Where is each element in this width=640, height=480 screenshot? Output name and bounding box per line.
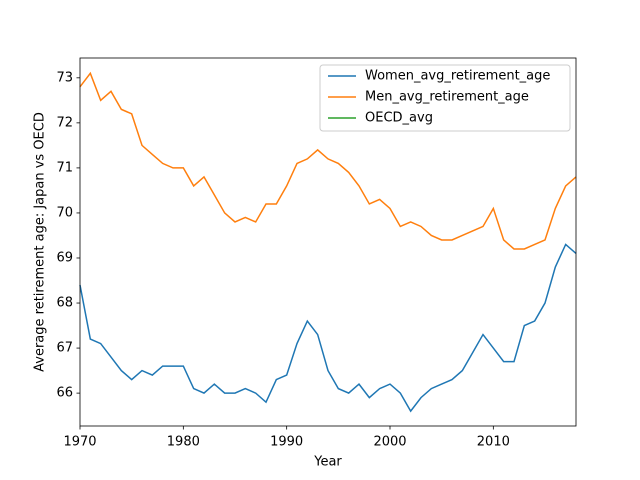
y-tick-label: 70 xyxy=(56,205,73,220)
x-tick-label: 1990 xyxy=(270,435,303,450)
y-tick-label: 73 xyxy=(56,70,73,85)
x-tick-label: 2010 xyxy=(477,435,510,450)
x-tick-label: 1970 xyxy=(63,435,96,450)
x-tick-label: 1980 xyxy=(167,435,200,450)
x-tick-label: 2000 xyxy=(373,435,406,450)
legend-label: OECD_avg xyxy=(365,111,433,126)
x-axis-label: Year xyxy=(313,455,342,470)
axes-frame xyxy=(79,57,577,427)
legend-box xyxy=(319,64,571,132)
series-line xyxy=(79,243,577,413)
y-tick-label: 67 xyxy=(56,341,73,356)
series-line xyxy=(79,71,577,250)
y-tick-label: 66 xyxy=(56,386,73,401)
y-tick-label: 72 xyxy=(56,115,73,130)
y-tick-label: 71 xyxy=(56,160,73,175)
legend-label: Women_avg_retirement_age xyxy=(365,69,550,84)
y-tick-label: 68 xyxy=(56,296,73,311)
legend-label: Men_avg_retirement_age xyxy=(365,90,529,105)
y-tick-label: 69 xyxy=(56,250,73,265)
y-axis-label: Average retirement age: Japan vs OECD xyxy=(33,112,48,372)
